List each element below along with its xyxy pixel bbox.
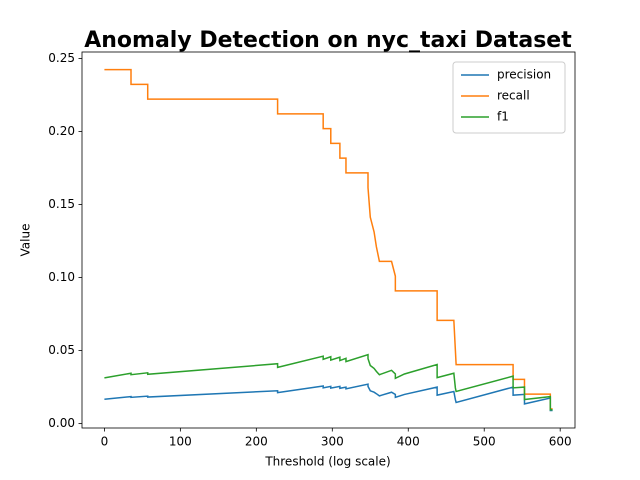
y-axis-label: Value (19, 224, 33, 257)
series-line (104, 353, 553, 411)
x-axis-label: Threshold (log scale) (264, 455, 390, 469)
legend-label: recall (497, 89, 530, 103)
x-tick-label: 400 (397, 435, 420, 449)
y-tick-label: 0.25 (48, 51, 75, 65)
x-tick-label: 500 (473, 435, 496, 449)
x-tick-label: 100 (169, 435, 192, 449)
y-tick-label: 0.10 (48, 270, 75, 284)
chart-title: Anomaly Detection on nyc_taxi Dataset (84, 28, 572, 53)
series-line (104, 383, 553, 412)
x-tick-label: 200 (245, 435, 268, 449)
legend-box (452, 61, 566, 134)
plot-frame (81, 51, 576, 429)
series-line (104, 68, 553, 410)
legend-label: precision (497, 68, 551, 82)
x-tick-label: 300 (321, 435, 344, 449)
y-tick-label: 0.20 (48, 124, 75, 138)
y-tick-label: 0.05 (48, 343, 75, 357)
x-tick-label: 0 (101, 435, 109, 449)
legend-label: f1 (497, 110, 509, 124)
y-tick-label: 0.15 (48, 197, 75, 211)
x-tick-label: 600 (549, 435, 572, 449)
y-tick-label: 0.00 (48, 416, 75, 430)
